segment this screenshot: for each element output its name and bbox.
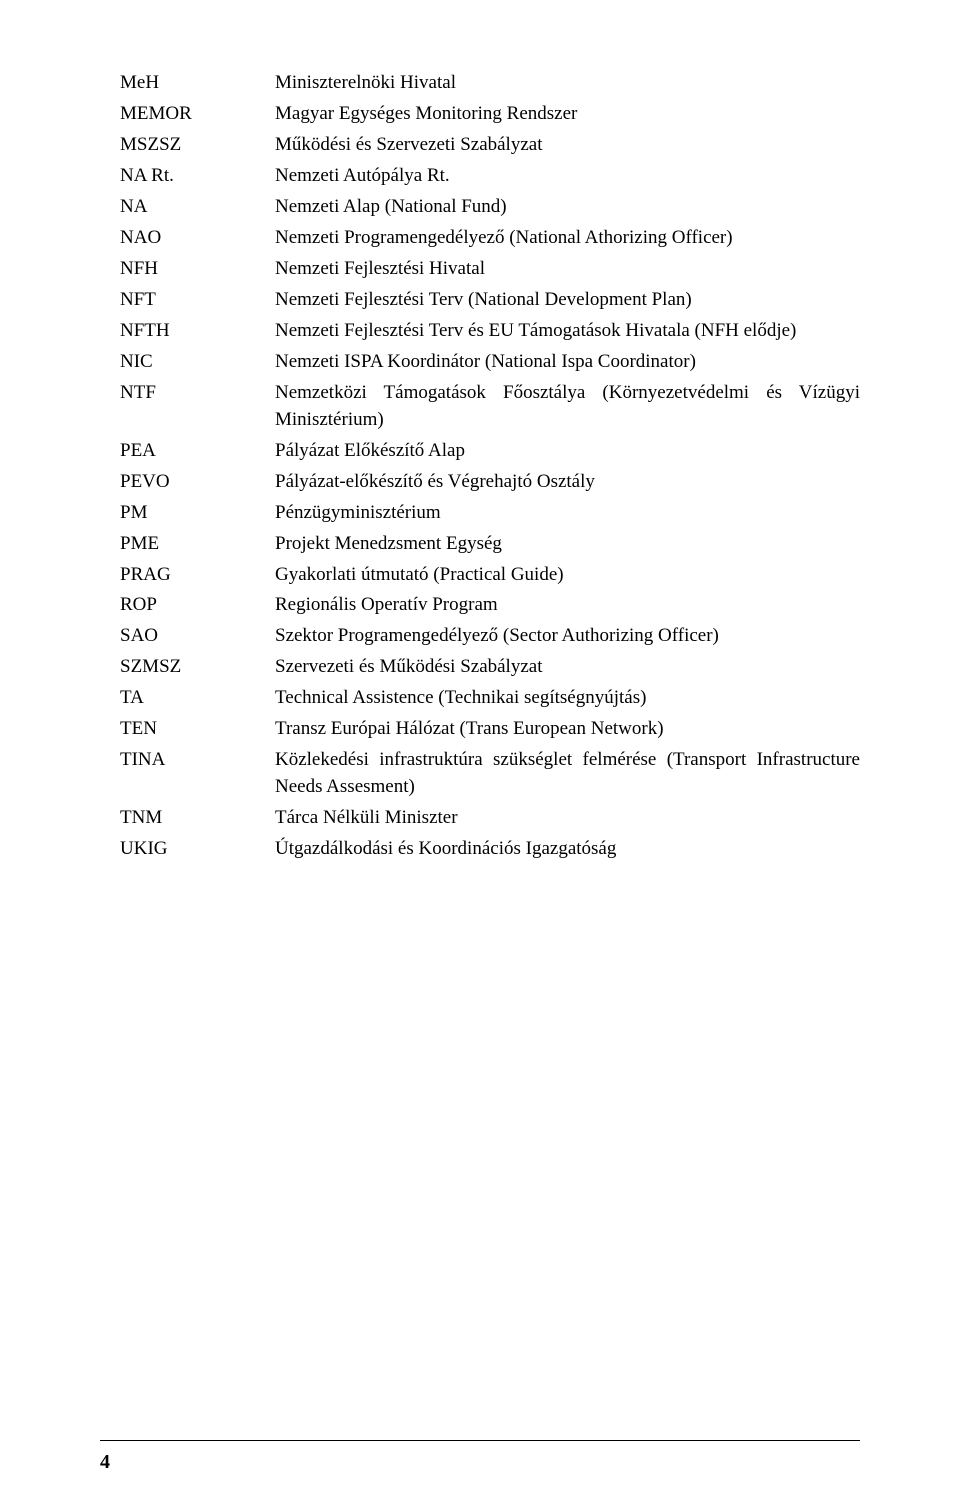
abbr-term: SZMSZ xyxy=(120,654,275,681)
abbr-definition: Projekt Menedzsment Egység xyxy=(275,531,860,558)
list-item: TNMTárca Nélküli Miniszter xyxy=(120,805,860,832)
page-footer: 4 xyxy=(0,1440,960,1474)
document-page: MeHMiniszterelnöki HivatalMEMORMagyar Eg… xyxy=(0,0,960,1510)
list-item: MSZSZMűködési és Szervezeti Szabályzat xyxy=(120,132,860,159)
list-item: TATechnical Assistence (Technikai segíts… xyxy=(120,685,860,712)
abbr-term: NIC xyxy=(120,349,275,376)
abbr-definition: Pályázat-előkészítő és Végrehajtó Osztál… xyxy=(275,469,860,496)
list-item: NFTNemzeti Fejlesztési Terv (National De… xyxy=(120,287,860,314)
abbr-term: TA xyxy=(120,685,275,712)
abbr-definition: Nemzeti Fejlesztési Hivatal xyxy=(275,256,860,283)
abbr-term: NTF xyxy=(120,380,275,407)
abbr-term: MEMOR xyxy=(120,101,275,128)
list-item: PMPénzügyminisztérium xyxy=(120,500,860,527)
list-item: PEAPályázat Előkészítő Alap xyxy=(120,438,860,465)
abbrev-list: MeHMiniszterelnöki HivatalMEMORMagyar Eg… xyxy=(120,70,860,867)
abbr-definition: Nemzeti Autópálya Rt. xyxy=(275,163,860,190)
abbr-term: PEA xyxy=(120,438,275,465)
list-item: ROPRegionális Operatív Program xyxy=(120,592,860,619)
abbr-definition: Nemzeti ISPA Koordinátor (National Ispa … xyxy=(275,349,860,376)
abbr-term: TNM xyxy=(120,805,275,832)
abbr-term: ROP xyxy=(120,592,275,619)
abbr-definition: Nemzeti Fejlesztési Terv (National Devel… xyxy=(275,287,860,314)
abbr-definition: Szervezeti és Működési Szabályzat xyxy=(275,654,860,681)
abbr-term: PM xyxy=(120,500,275,527)
list-item: TINAKözlekedési infrastruktúra szükségle… xyxy=(120,747,860,801)
abbr-definition: Miniszterelnöki Hivatal xyxy=(275,70,860,97)
abbr-term: TINA xyxy=(120,747,275,774)
abbr-term: MeH xyxy=(120,70,275,97)
abbr-definition: Nemzeti Fejlesztési Terv és EU Támogatás… xyxy=(275,318,860,345)
abbr-definition: Útgazdálkodási és Koordinációs Igazgatós… xyxy=(275,836,860,863)
abbr-term: SAO xyxy=(120,623,275,650)
abbr-definition: Transz Európai Hálózat (Trans European N… xyxy=(275,716,860,743)
abbr-definition: Pályázat Előkészítő Alap xyxy=(275,438,860,465)
abbr-term: PME xyxy=(120,531,275,558)
abbr-term: NFT xyxy=(120,287,275,314)
list-item: NANemzeti Alap (National Fund) xyxy=(120,194,860,221)
list-item: SZMSZSzervezeti és Működési Szabályzat xyxy=(120,654,860,681)
page-number: 4 xyxy=(100,1451,860,1474)
list-item: NFTHNemzeti Fejlesztési Terv és EU Támog… xyxy=(120,318,860,345)
abbr-term: UKIG xyxy=(120,836,275,863)
abbr-definition: Működési és Szervezeti Szabályzat xyxy=(275,132,860,159)
abbr-definition: Gyakorlati útmutató (Practical Guide) xyxy=(275,562,860,589)
abbr-definition: Közlekedési infrastruktúra szükséglet fe… xyxy=(275,747,860,801)
abbr-definition: Nemzetközi Támogatások Főosztálya (Körny… xyxy=(275,380,860,434)
abbr-term: NAO xyxy=(120,225,275,252)
abbr-term: TEN xyxy=(120,716,275,743)
abbr-term: NFH xyxy=(120,256,275,283)
list-item: NAONemzeti Programengedélyező (National … xyxy=(120,225,860,252)
abbr-definition: Szektor Programengedélyező (Sector Autho… xyxy=(275,623,860,650)
abbr-term: NA Rt. xyxy=(120,163,275,190)
abbr-term: PEVO xyxy=(120,469,275,496)
abbr-term: NFTH xyxy=(120,318,275,345)
abbr-term: NA xyxy=(120,194,275,221)
footer-rule xyxy=(100,1440,860,1441)
abbr-definition: Nemzeti Alap (National Fund) xyxy=(275,194,860,221)
list-item: MeHMiniszterelnöki Hivatal xyxy=(120,70,860,97)
list-item: NFHNemzeti Fejlesztési Hivatal xyxy=(120,256,860,283)
abbr-definition: Regionális Operatív Program xyxy=(275,592,860,619)
abbr-term: MSZSZ xyxy=(120,132,275,159)
list-item: NICNemzeti ISPA Koordinátor (National Is… xyxy=(120,349,860,376)
list-item: SAOSzektor Programengedélyező (Sector Au… xyxy=(120,623,860,650)
abbr-definition: Technical Assistence (Technikai segítség… xyxy=(275,685,860,712)
abbr-definition: Nemzeti Programengedélyező (National Ath… xyxy=(275,225,860,252)
abbr-term: PRAG xyxy=(120,562,275,589)
list-item: PRAGGyakorlati útmutató (Practical Guide… xyxy=(120,562,860,589)
list-item: PEVOPályázat-előkészítő és Végrehajtó Os… xyxy=(120,469,860,496)
list-item: NA Rt.Nemzeti Autópálya Rt. xyxy=(120,163,860,190)
abbr-definition: Pénzügyminisztérium xyxy=(275,500,860,527)
list-item: PMEProjekt Menedzsment Egység xyxy=(120,531,860,558)
abbr-definition: Tárca Nélküli Miniszter xyxy=(275,805,860,832)
list-item: NTFNemzetközi Támogatások Főosztálya (Kö… xyxy=(120,380,860,434)
list-item: MEMORMagyar Egységes Monitoring Rendszer xyxy=(120,101,860,128)
abbr-definition: Magyar Egységes Monitoring Rendszer xyxy=(275,101,860,128)
list-item: UKIGÚtgazdálkodási és Koordinációs Igazg… xyxy=(120,836,860,863)
list-item: TENTransz Európai Hálózat (Trans Europea… xyxy=(120,716,860,743)
